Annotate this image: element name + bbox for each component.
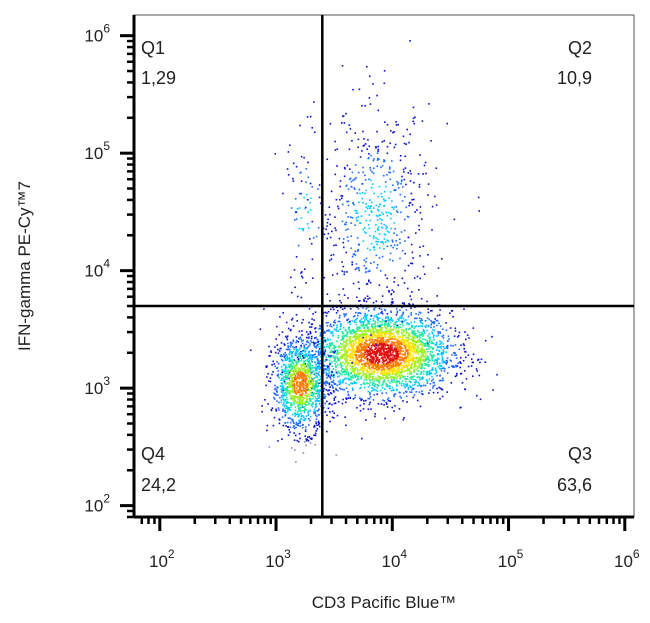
quadrant-percent: 63,6 [557,475,592,495]
quadrant-name: Q3 [568,444,592,464]
x-tick-label: 104 [381,547,407,571]
x-tick-label: 105 [498,547,524,571]
y-tick-label: 102 [84,492,110,516]
x-tick-label: 106 [614,547,640,571]
y-tick-label: 104 [84,257,110,281]
quadrant-name: Q2 [568,38,592,58]
y-axis: 102 103 104 105 106 [84,15,136,519]
y-tick-label: 103 [84,374,110,398]
quadrant-name: Q4 [141,444,165,464]
quadrant-percent: 10,9 [557,68,592,88]
x-axis-title: CD3 Pacific Blue™ [312,593,457,612]
x-tick-label: 103 [265,547,291,571]
y-tick-label: 106 [84,22,110,46]
quadrant-percent: 1,29 [141,68,176,88]
quadrant-percent: 24,2 [141,475,176,495]
quadrant-name: Q1 [141,38,165,58]
quadrant-labels: Q1 1,29 Q2 10,9 Q3 63,6 Q4 24,2 [141,38,592,495]
plot-frame [133,14,635,518]
x-axis: 102 103 104 105 106 [134,515,640,571]
y-axis-title: IFN-gamma PE-Cy™7 [15,181,34,351]
y-tick-label: 105 [84,139,110,163]
data-points [249,40,498,463]
x-tick-label: 102 [149,547,175,571]
